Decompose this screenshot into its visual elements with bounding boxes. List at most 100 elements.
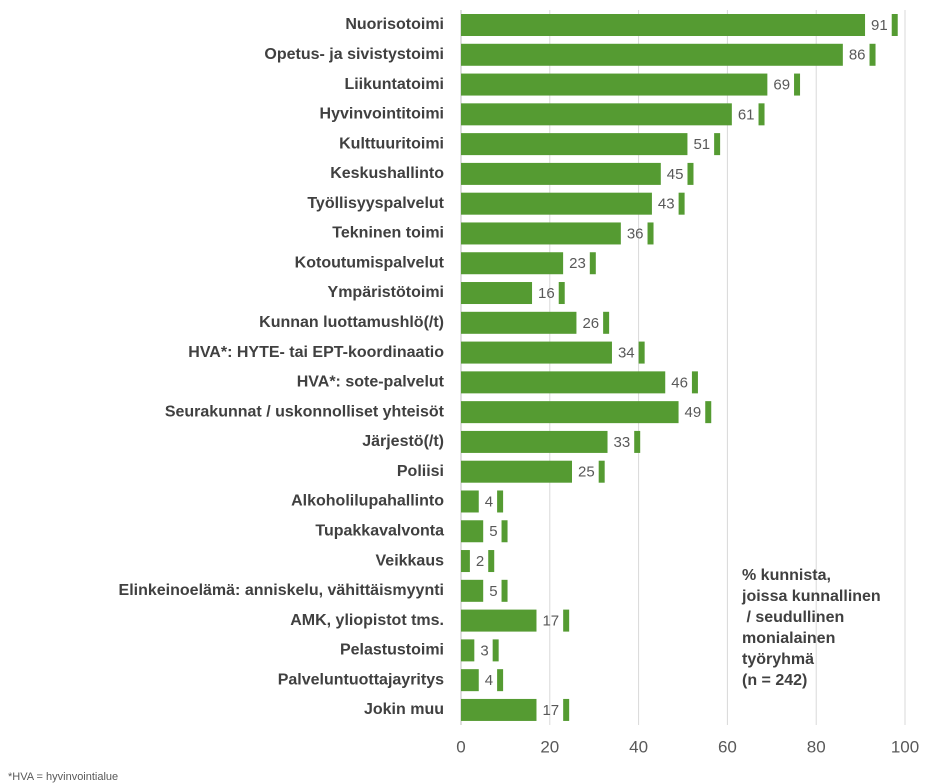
x-tick-label: 0 [456, 737, 465, 756]
annotation: % kunnista, [742, 567, 831, 584]
bar [461, 579, 484, 602]
y-tick-label: Seurakunnat / uskonnolliset yhteisöt [165, 403, 445, 420]
bar [461, 14, 866, 36]
value-label: 23 [569, 255, 586, 272]
x-tick-label: 20 [540, 737, 559, 756]
value-marker [678, 192, 685, 215]
bar [461, 311, 577, 334]
value-label: 4 [485, 493, 493, 510]
annotation: (n = 242) [742, 672, 807, 689]
value-label: 5 [489, 583, 497, 600]
y-tick-label: HVA*: sote-palvelut [297, 374, 445, 391]
value-marker [869, 43, 876, 66]
value-label: 26 [582, 315, 599, 332]
bar [461, 103, 732, 126]
bar [461, 371, 666, 394]
value-marker [563, 698, 570, 721]
annotation: joissa kunnallinen [741, 588, 881, 605]
y-tick-label: Veikkaus [376, 552, 445, 569]
y-tick-label: Pelastustoimi [340, 642, 444, 659]
bar [461, 133, 688, 156]
value-label: 17 [542, 613, 559, 630]
y-tick-label: Työllisyyspalvelut [307, 195, 444, 212]
bar [461, 520, 484, 543]
annotation: monialainen [742, 630, 835, 647]
value-marker [589, 252, 596, 275]
bar [461, 550, 470, 573]
y-tick-label: Opetus- ja sivistystoimi [264, 46, 444, 63]
value-label: 86 [849, 47, 866, 64]
bar [461, 609, 537, 632]
y-tick-label: Palveluntuottajayritys [278, 671, 444, 688]
value-label: 3 [480, 642, 488, 659]
value-label: 4 [485, 672, 493, 689]
y-tick-label: AMK, yliopistot tms. [290, 612, 444, 629]
value-label: 51 [693, 136, 710, 153]
y-tick-label: Nuorisotoimi [345, 16, 444, 33]
x-tick-label: 40 [629, 737, 648, 756]
y-tick-label: Poliisi [397, 463, 444, 480]
value-marker [687, 162, 694, 185]
value-label: 49 [685, 404, 702, 421]
bar [461, 460, 572, 483]
value-label: 45 [667, 166, 684, 183]
value-marker [497, 669, 504, 692]
value-marker [497, 490, 504, 513]
annotation: / seudullinen [742, 609, 844, 626]
value-marker [638, 341, 645, 364]
value-marker [598, 460, 605, 483]
value-label: 91 [871, 17, 888, 34]
y-tick-label: Järjestö(/t) [362, 433, 444, 450]
bar [461, 490, 479, 513]
value-label: 36 [627, 225, 644, 242]
y-tick-label: Elinkeinoelämä: anniskelu, vähittäismyyn… [119, 582, 444, 599]
footnote: *HVA = hyvinvointialue [8, 771, 118, 783]
value-label: 25 [578, 464, 595, 481]
value-label: 33 [614, 434, 631, 451]
bar [461, 73, 768, 96]
x-tick-label: 80 [807, 737, 826, 756]
value-label: 43 [658, 196, 675, 213]
y-tick-label: Tupakkavalvonta [315, 522, 444, 539]
y-tick-label: Hyvinvointitoimi [320, 106, 444, 123]
value-marker [891, 14, 898, 36]
bar [461, 222, 621, 245]
value-label: 5 [489, 523, 497, 540]
y-tick-label: Kulttuuritoimi [339, 135, 444, 152]
bar [461, 669, 479, 692]
y-tick-label: Liikuntatoimi [344, 76, 444, 93]
y-tick-label: Tekninen toimi [332, 225, 444, 242]
x-tick-label: 60 [718, 737, 737, 756]
y-tick-label: Kunnan luottamushlö(/t) [259, 314, 444, 331]
value-marker [492, 639, 499, 662]
x-tick-label: 100 [891, 737, 919, 756]
y-tick-label: HVA*: HYTE- tai EPT-koordinaatio [188, 344, 444, 361]
y-tick-label: Keskushallinto [330, 165, 444, 182]
bar [461, 252, 564, 275]
value-label: 16 [538, 285, 555, 302]
value-marker [794, 73, 801, 96]
bar [461, 639, 475, 662]
value-marker [501, 579, 508, 602]
value-marker [558, 282, 565, 305]
y-tick-label: Kotoutumispalvelut [295, 254, 445, 271]
bar [461, 192, 652, 215]
value-marker [563, 609, 570, 632]
value-label: 46 [671, 374, 688, 391]
value-label: 2 [476, 553, 484, 570]
bar [461, 162, 661, 185]
y-tick-label: Alkoholilupahallinto [291, 493, 444, 510]
value-label: 34 [618, 345, 635, 362]
value-marker [691, 371, 698, 394]
value-label: 17 [542, 702, 559, 719]
bar [461, 43, 843, 66]
annotation: työryhmä [742, 651, 814, 668]
value-marker [488, 550, 495, 573]
y-tick-label: Ympäristötoimi [328, 284, 444, 301]
bar [461, 282, 533, 305]
bar [461, 430, 608, 453]
value-marker [501, 520, 508, 543]
value-marker [647, 222, 654, 245]
value-label: 61 [738, 106, 755, 123]
